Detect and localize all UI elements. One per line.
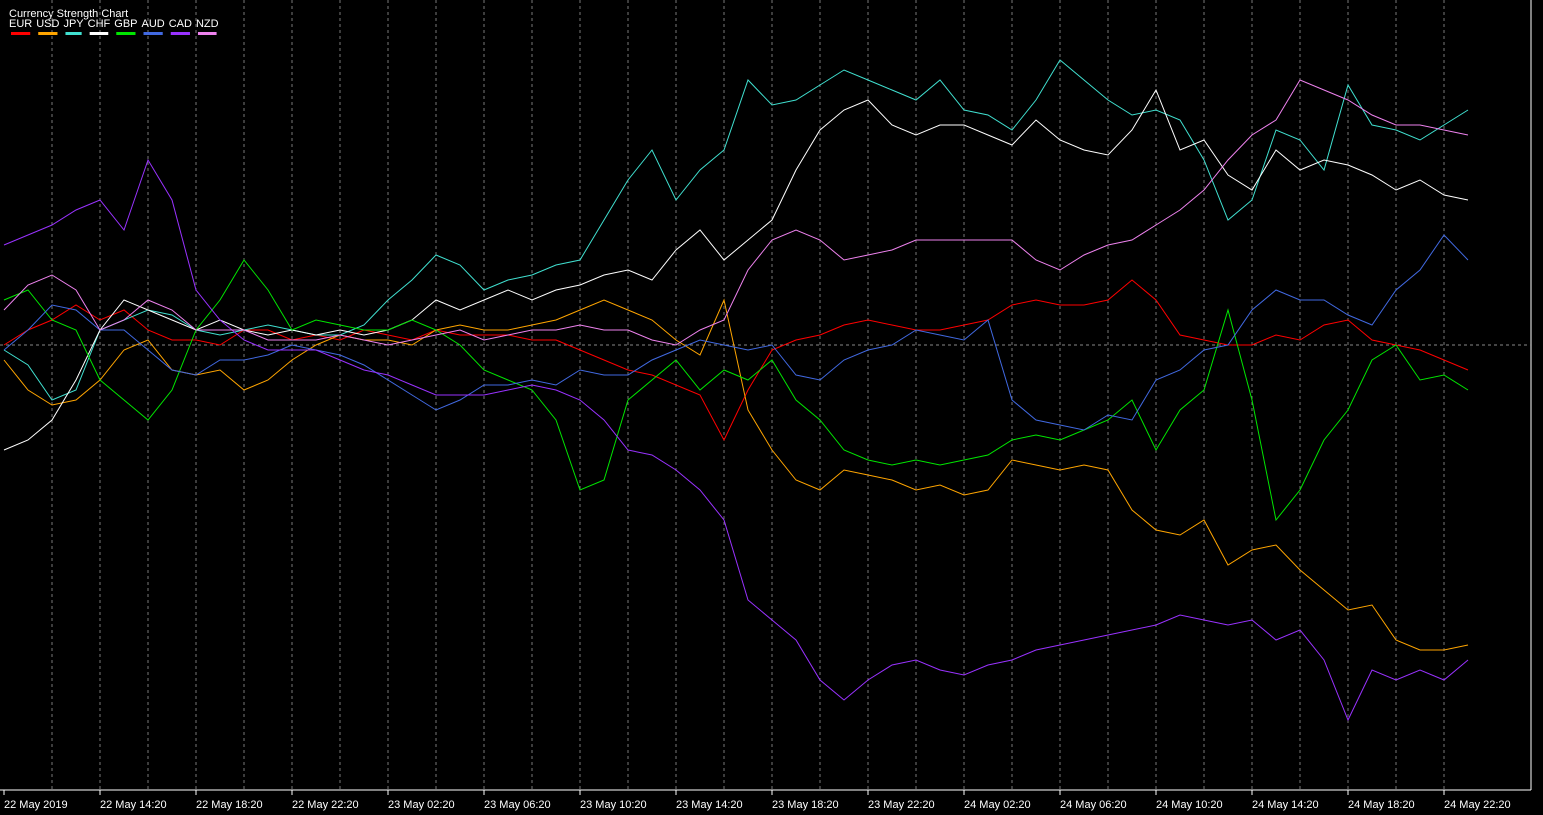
series-line [3,234,1469,431]
x-tick-label: 24 May 22:20 [1444,799,1511,811]
legend-label: GBP [114,18,137,30]
series-line [3,158,1469,722]
x-tick-label: 22 May 2019 [4,799,68,811]
legend-label: CAD [169,18,192,30]
x-tick-label: 24 May 06:20 [1060,799,1127,811]
series-line [3,79,1469,346]
x-tick-label: 24 May 14:20 [1252,799,1319,811]
x-tick-label: 23 May 18:20 [772,799,839,811]
series-line [3,298,1469,651]
x-tick-label: 23 May 06:20 [484,799,551,811]
x-tick-label: 23 May 22:20 [868,799,935,811]
x-tick-label: 24 May 18:20 [1348,799,1415,811]
x-tick-label: 22 May 18:20 [196,799,263,811]
legend-label: USD [36,18,59,30]
legend-swatch [65,32,82,35]
x-tick-label: 23 May 14:20 [676,799,743,811]
legend-label: CHF [88,18,111,30]
chart-title: Currency Strength Chart [9,8,128,20]
legend-label: AUD [142,18,165,30]
legend-swatch [197,32,217,35]
legend-label: NZD [196,18,219,30]
legend-swatch [11,32,31,35]
x-tick-label: 24 May 10:20 [1156,799,1223,811]
legend-label: JPY [63,18,84,30]
series-line [3,88,1469,451]
legend-label: EUR [9,18,32,30]
series-line [3,259,1469,522]
series-line [3,59,1469,401]
x-tick-label: 22 May 14:20 [100,799,167,811]
series-line [3,279,1469,442]
x-tick-label: 24 May 02:20 [964,799,1031,811]
x-tick-label: 23 May 02:20 [388,799,455,811]
legend-swatch [38,32,58,35]
legend-swatch [143,32,163,35]
legend-swatch [89,32,109,35]
legend-swatch [170,32,190,35]
legend-swatch [116,32,136,35]
x-tick-label: 22 May 22:20 [292,799,359,811]
x-tick-label: 23 May 10:20 [580,799,647,811]
